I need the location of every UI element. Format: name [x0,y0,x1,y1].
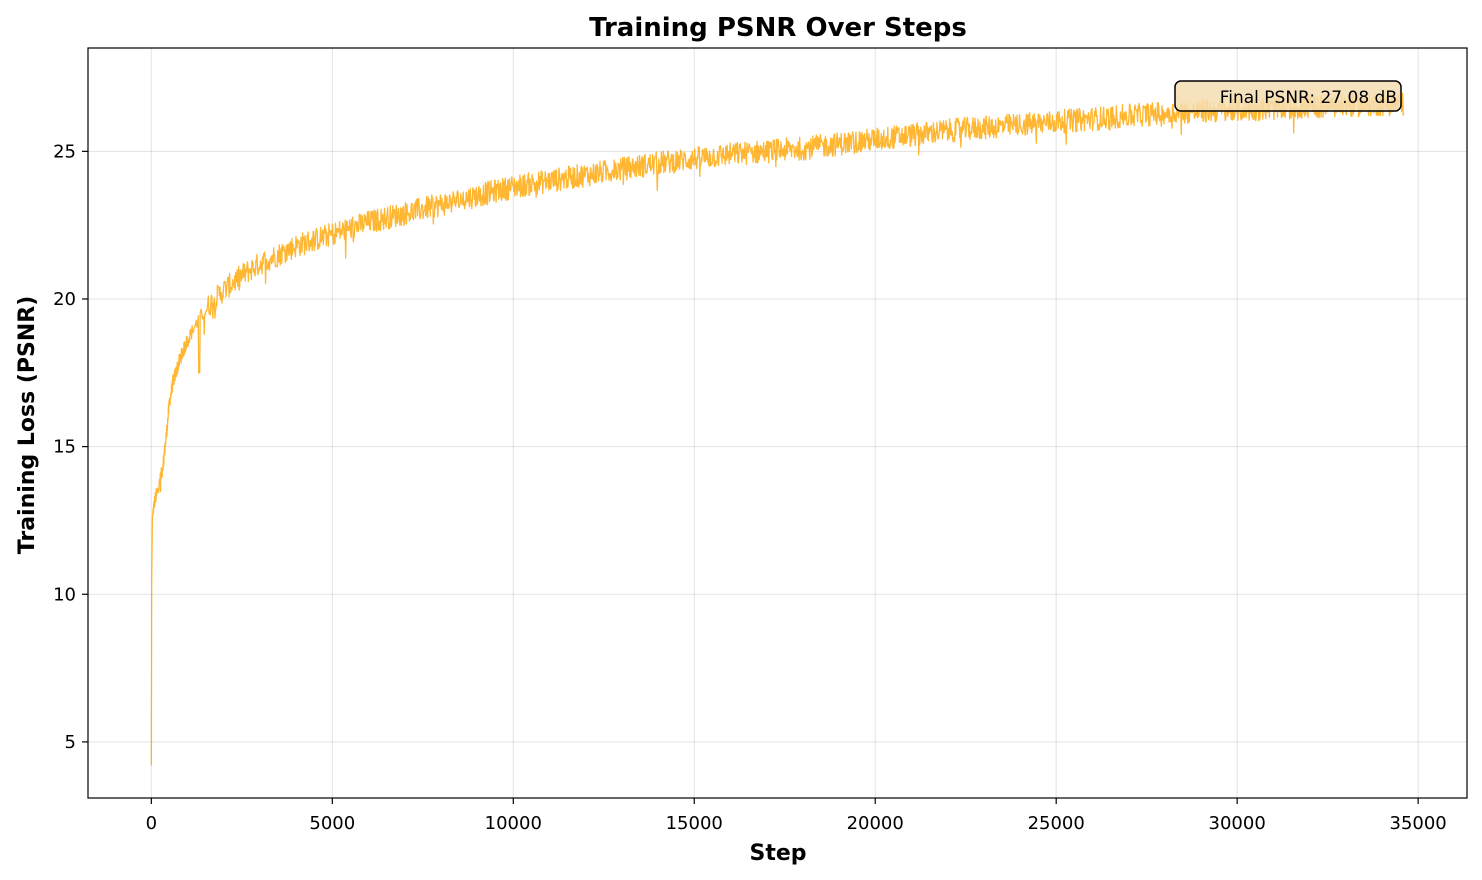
plot-frame [87,47,1468,799]
y-tick-label: 20 [53,289,76,310]
annotation-text: Final PSNR: 27.08 dB [1220,88,1397,108]
y-tick-label: 10 [53,584,76,605]
x-axis-ticks: 0 5000 10000 15000 20000 25000 30000 35000 [146,798,1447,834]
final-psnr-annotation: Final PSNR: 27.08 dB [1174,80,1402,112]
y-tick-label: 15 [53,437,76,458]
x-tick-label: 35000 [1390,813,1447,834]
x-tick-label: 10000 [485,813,542,834]
x-tick-label: 15000 [666,813,723,834]
annotation-box [1174,80,1402,112]
x-axis-label: Step [749,841,806,866]
y-tick-label: 5 [65,732,76,753]
x-tick-label: 0 [146,813,157,834]
x-tick-label: 25000 [1028,813,1085,834]
y-tick-label: 25 [53,141,76,162]
x-tick-label: 5000 [309,813,355,834]
y-axis-label: Training Loss (PSNR) [15,296,40,555]
y-axis-ticks: 5 10 15 20 25 [53,141,88,753]
x-tick-label: 20000 [847,813,904,834]
chart-title: Training PSNR Over Steps [589,13,967,43]
x-tick-label: 30000 [1209,813,1266,834]
